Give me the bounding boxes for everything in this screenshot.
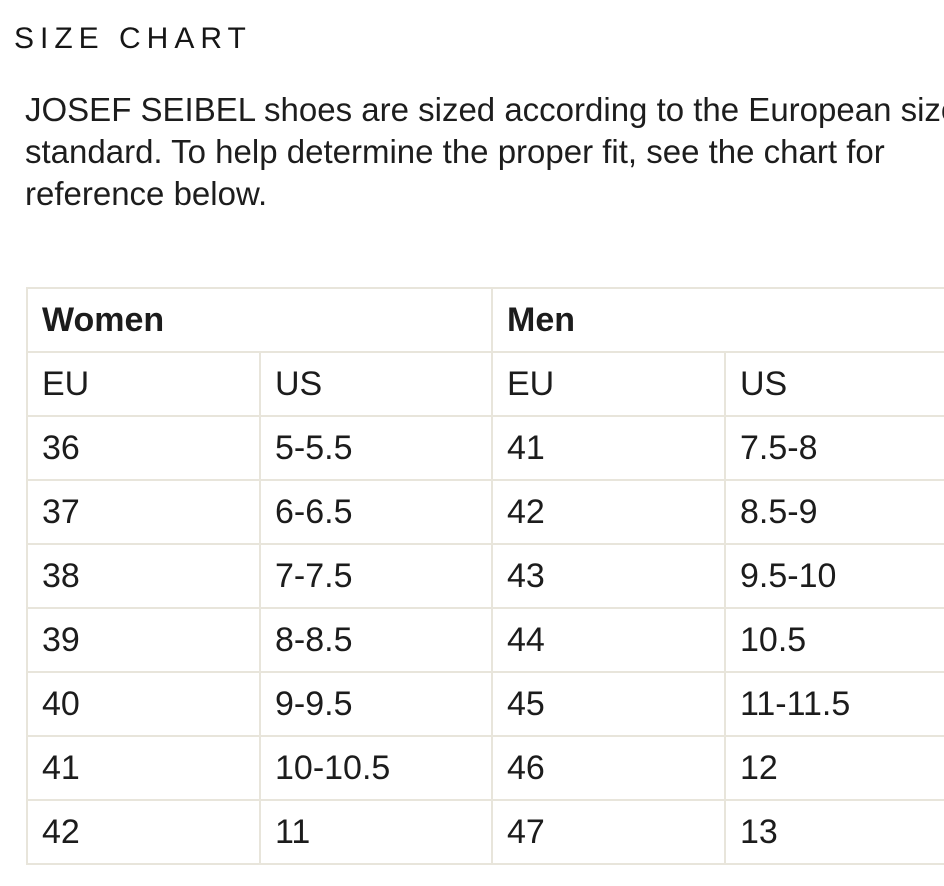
size-cell: 9.5-10 [724, 543, 944, 609]
intro-text: JOSEF SEIBEL shoes are sized according t… [25, 89, 944, 215]
size-cell: 12 [724, 735, 944, 801]
table-row: 37 6-6.5 42 8.5-9 [26, 479, 944, 545]
size-cell: 38 [26, 543, 261, 609]
size-cell: 6-6.5 [259, 479, 493, 545]
size-cell: 39 [26, 607, 261, 673]
size-cell: 41 [491, 415, 726, 481]
size-cell: 8.5-9 [724, 479, 944, 545]
table-row: 40 9-9.5 45 11-11.5 [26, 671, 944, 737]
column-header-women-eu: EU [26, 351, 261, 417]
table-row: 42 11 47 13 [26, 799, 944, 865]
intro-line-2: standard. To help determine the proper f… [25, 133, 885, 170]
group-header-men: Men [491, 287, 944, 353]
size-cell: 44 [491, 607, 726, 673]
table-row: 41 10-10.5 46 12 [26, 735, 944, 801]
size-cell: 11 [259, 799, 493, 865]
size-cell: 13 [724, 799, 944, 865]
size-cell: 40 [26, 671, 261, 737]
table-row: 38 7-7.5 43 9.5-10 [26, 543, 944, 609]
size-cell: 43 [491, 543, 726, 609]
size-cell: 46 [491, 735, 726, 801]
column-header-women-us: US [259, 351, 493, 417]
column-header-row: EU US EU US [26, 351, 944, 417]
size-cell: 37 [26, 479, 261, 545]
size-chart-table-head: Women Men EU US EU US [26, 287, 944, 417]
size-table-body: 36 5-5.5 41 7.5-8 37 6-6.5 42 8.5-9 38 7-7.5 43 9.5… [26, 415, 944, 865]
size-cell: 7.5-8 [724, 415, 944, 481]
size-cell: 5-5.5 [259, 415, 493, 481]
size-cell: 8-8.5 [259, 607, 493, 673]
size-cell: 45 [491, 671, 726, 737]
column-header-men-us: US [724, 351, 944, 417]
size-cell: 42 [26, 799, 261, 865]
column-header-men-eu: EU [491, 351, 726, 417]
size-cell: 9-9.5 [259, 671, 493, 737]
intro-line-3: reference below. [25, 175, 268, 212]
page-title: SIZE CHART [14, 22, 252, 55]
size-cell: 11-11.5 [724, 671, 944, 737]
size-cell: 42 [491, 479, 726, 545]
size-cell: 47 [491, 799, 726, 865]
size-cell: 7-7.5 [259, 543, 493, 609]
intro-line-1: JOSEF SEIBEL shoes are sized according t… [25, 91, 944, 128]
size-cell: 41 [26, 735, 261, 801]
table-row: 39 8-8.5 44 10.5 [26, 607, 944, 673]
size-chart-table: Women Men EU US EU US 36 5-5.5 41 7.5-8 37 6-… [26, 287, 944, 865]
group-header-row: Women Men [26, 287, 944, 353]
table-row: 36 5-5.5 41 7.5-8 [26, 415, 944, 481]
group-header-women: Women [26, 287, 493, 353]
size-cell: 36 [26, 415, 261, 481]
size-cell: 10.5 [724, 607, 944, 673]
size-cell: 10-10.5 [259, 735, 493, 801]
